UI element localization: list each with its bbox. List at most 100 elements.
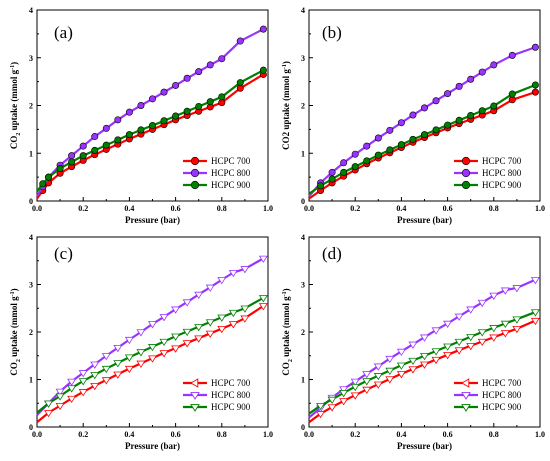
data-point bbox=[444, 90, 452, 98]
data-point bbox=[205, 284, 215, 292]
data-point bbox=[171, 306, 181, 314]
x-tick-label: 1.0 bbox=[535, 430, 545, 439]
data-point bbox=[363, 157, 371, 165]
data-point bbox=[419, 353, 430, 361]
data-point bbox=[258, 295, 268, 303]
legend-label: HCPC 700 bbox=[482, 378, 522, 388]
data-point bbox=[101, 353, 111, 361]
legend-marker bbox=[461, 378, 470, 388]
data-point bbox=[258, 255, 268, 263]
data-point bbox=[240, 266, 250, 274]
data-point bbox=[466, 306, 476, 314]
legend-marker bbox=[190, 180, 200, 190]
data-point bbox=[137, 102, 145, 110]
data-point bbox=[339, 386, 349, 394]
data-point bbox=[531, 43, 539, 51]
data-point bbox=[478, 107, 486, 115]
x-tick-label: 0.8 bbox=[489, 204, 499, 213]
x-tick-label: 0.2 bbox=[78, 430, 88, 439]
legend-marker bbox=[190, 392, 200, 400]
data-point bbox=[408, 366, 418, 374]
data-point bbox=[218, 55, 226, 63]
data-point bbox=[500, 287, 510, 295]
data-point bbox=[101, 365, 111, 374]
chart-panel-d: 0.0 0.2 0.4 0.6 0.8 1.0 0 1 2 3 4 Pressure (bar) CO2… bbox=[281, 233, 545, 451]
chart-panel-c: 0.0 0.2 0.4 0.6 0.8 1.0 0 1 2 3 4 Pressure (bar) CO2… bbox=[9, 233, 273, 451]
panel-label: (c) bbox=[54, 244, 73, 263]
x-tick-label: 0.6 bbox=[443, 430, 453, 439]
data-point bbox=[340, 159, 348, 167]
data-point bbox=[420, 131, 428, 139]
data-point bbox=[508, 90, 516, 98]
y-tick-label: 0 bbox=[301, 423, 305, 432]
data-point bbox=[328, 175, 336, 183]
legend-label: HCPC 700 bbox=[482, 156, 522, 166]
data-point bbox=[67, 395, 77, 404]
x-axis-label: Pressure (bar) bbox=[125, 441, 180, 451]
data-point bbox=[431, 327, 441, 335]
panel-label: (a) bbox=[54, 23, 73, 42]
data-point bbox=[55, 388, 65, 396]
data-point bbox=[386, 146, 394, 154]
data-point bbox=[477, 338, 487, 347]
data-point bbox=[240, 305, 250, 313]
data-point bbox=[195, 102, 203, 110]
data-point bbox=[91, 146, 99, 154]
data-point bbox=[137, 126, 145, 134]
data-point bbox=[259, 25, 267, 33]
data-point bbox=[91, 133, 99, 141]
data-point bbox=[397, 141, 405, 149]
data-point bbox=[328, 168, 336, 176]
data-point bbox=[217, 277, 227, 285]
data-point bbox=[419, 361, 430, 369]
legend-label: HCPC 900 bbox=[482, 180, 522, 190]
data-point bbox=[362, 386, 372, 395]
data-point bbox=[432, 126, 440, 134]
x-axis-label: Pressure (bar) bbox=[125, 215, 180, 225]
data-point bbox=[373, 363, 383, 371]
x-tick-label: 0.4 bbox=[396, 430, 406, 439]
data-point bbox=[408, 341, 418, 349]
legend-label: HCPC 700 bbox=[211, 156, 251, 166]
data-point bbox=[339, 398, 349, 406]
legend: HCPC 700 HCPC 800 HCPC 900 bbox=[454, 156, 522, 190]
data-point bbox=[171, 333, 181, 341]
y-tick-label: 1 bbox=[29, 149, 33, 158]
data-point bbox=[79, 142, 87, 150]
x-tick-label: 0.2 bbox=[78, 204, 88, 213]
legend-label: HCPC 900 bbox=[211, 180, 251, 190]
data-point bbox=[159, 350, 169, 358]
legend-label: HCPC 700 bbox=[211, 378, 251, 388]
data-point bbox=[195, 68, 203, 76]
legend-marker bbox=[190, 404, 200, 412]
data-point bbox=[419, 334, 430, 342]
data-point bbox=[530, 277, 540, 285]
data-point bbox=[171, 345, 181, 353]
legend-label: HCPC 800 bbox=[482, 390, 522, 400]
data-point bbox=[236, 79, 244, 87]
data-point bbox=[56, 165, 64, 173]
data-point bbox=[489, 292, 499, 300]
x-tick-label: 0.8 bbox=[217, 430, 227, 439]
data-point bbox=[362, 371, 372, 379]
data-point bbox=[114, 136, 122, 144]
legend-marker bbox=[190, 168, 200, 178]
data-point bbox=[217, 314, 227, 322]
chart-panel-a: 0.0 0.2 0.4 0.6 0.8 1.0 0 1 2 3 4 Pressure (bar) CO2… bbox=[9, 6, 273, 225]
y-tick-label: 1 bbox=[29, 376, 33, 385]
data-point bbox=[172, 112, 180, 120]
data-point bbox=[454, 338, 464, 347]
data-point bbox=[374, 151, 382, 159]
data-point bbox=[490, 61, 498, 69]
data-point bbox=[90, 382, 100, 391]
legend-marker bbox=[461, 404, 471, 412]
data-point bbox=[136, 329, 146, 337]
data-point bbox=[183, 107, 191, 115]
data-point bbox=[39, 180, 47, 188]
data-point bbox=[206, 98, 214, 106]
x-axis-label: Pressure (bar) bbox=[397, 215, 452, 225]
y-tick-label: 3 bbox=[301, 281, 305, 290]
data-point bbox=[149, 95, 157, 103]
data-point bbox=[512, 316, 522, 324]
y-tick-label: 2 bbox=[301, 102, 305, 111]
